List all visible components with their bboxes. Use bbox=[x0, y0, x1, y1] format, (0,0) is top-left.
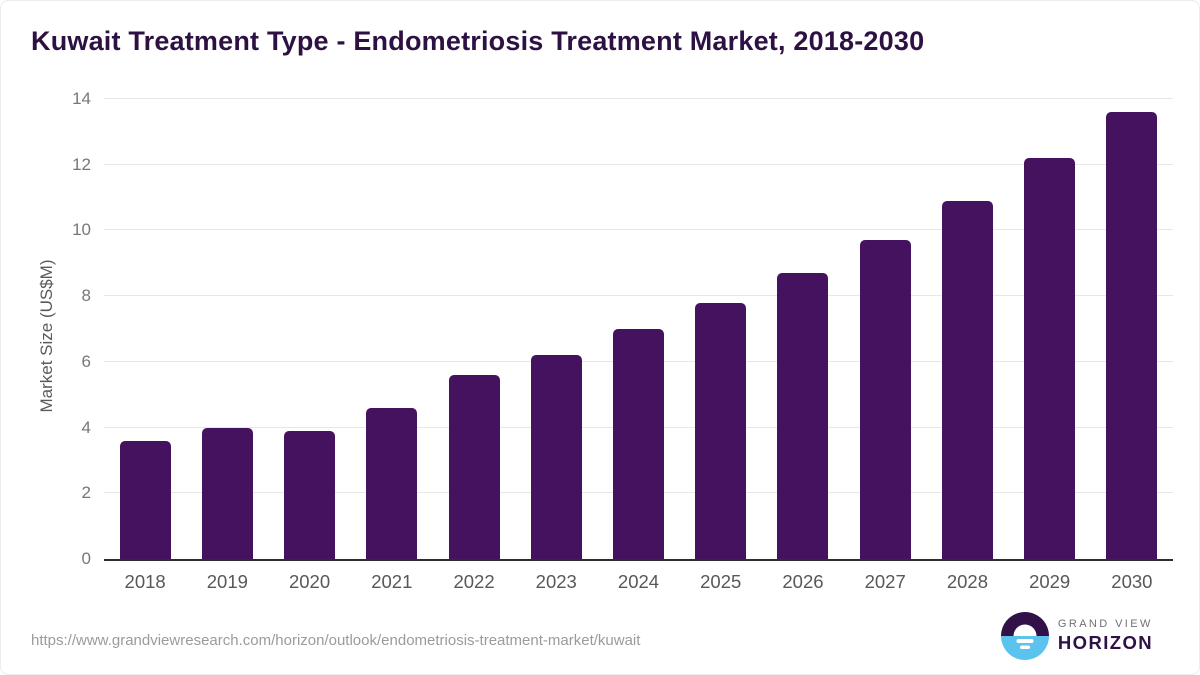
x-tick-label-2028: 2028 bbox=[946, 571, 988, 592]
y-axis-tick-labels: 0 2 4 6 8 10 12 14 bbox=[1, 1, 91, 674]
y-tick-label-10: 10 bbox=[72, 220, 91, 240]
y-tick-label-14: 14 bbox=[72, 89, 91, 108]
y-tick-label-2: 2 bbox=[81, 483, 91, 503]
bar-2027 bbox=[859, 240, 911, 559]
horizon-sunrise-icon bbox=[1000, 612, 1049, 660]
x-tick-label-2026: 2026 bbox=[782, 571, 824, 592]
bar-2024 bbox=[613, 329, 664, 559]
x-tick-label-2025: 2025 bbox=[700, 571, 742, 592]
plot-area: 2018 2019 2020 2021 2022 2023 2024 2025 2026 2027… bbox=[104, 98, 1173, 592]
y-tick-label-4: 4 bbox=[81, 417, 91, 437]
grandview-horizon-logo: GRAND VIEW HORIZON bbox=[1000, 612, 1153, 660]
bar-2029 bbox=[1024, 158, 1076, 559]
bar-2021 bbox=[366, 407, 418, 559]
gridline-10 bbox=[104, 229, 1173, 231]
x-tick-label-2021: 2021 bbox=[371, 571, 413, 592]
x-tick-label-2023: 2023 bbox=[535, 571, 577, 592]
gridline-12 bbox=[104, 163, 1173, 165]
x-tick-label-2027: 2027 bbox=[864, 571, 906, 592]
x-tick-label-2018: 2018 bbox=[124, 571, 166, 592]
bar-2026 bbox=[777, 273, 829, 559]
x-tick-label-2022: 2022 bbox=[453, 571, 495, 592]
bar-2028 bbox=[941, 200, 993, 559]
x-tick-label-2019: 2019 bbox=[206, 571, 248, 592]
x-axis-line bbox=[104, 559, 1173, 561]
y-tick-label-12: 12 bbox=[72, 154, 91, 174]
bar-2020 bbox=[284, 430, 336, 559]
gridline-14 bbox=[104, 98, 1173, 99]
bar-2019 bbox=[201, 427, 253, 559]
x-tick-label-2030: 2030 bbox=[1111, 571, 1153, 592]
logo-text: GRAND VIEW HORIZON bbox=[1058, 618, 1153, 654]
y-tick-label-0: 0 bbox=[81, 549, 91, 568]
source-url: https://www.grandviewresearch.com/horizo… bbox=[31, 632, 641, 649]
bar-2025 bbox=[695, 302, 747, 559]
chart-title: Kuwait Treatment Type - Endometriosis Tr… bbox=[31, 26, 925, 56]
logo-line1: GRAND VIEW bbox=[1057, 618, 1153, 630]
bar-2022 bbox=[448, 375, 500, 559]
bar-2023 bbox=[530, 355, 582, 559]
bar-2030 bbox=[1106, 112, 1158, 559]
y-tick-label-8: 8 bbox=[81, 286, 91, 306]
bar-2018 bbox=[119, 440, 171, 559]
x-tick-label-2020: 2020 bbox=[288, 571, 331, 592]
x-tick-label-2029: 2029 bbox=[1029, 571, 1071, 592]
y-tick-label-6: 6 bbox=[81, 351, 91, 371]
x-tick-label-2024: 2024 bbox=[617, 571, 660, 592]
logo-line2: HORIZON bbox=[1057, 632, 1153, 653]
gridline-8 bbox=[104, 295, 1173, 297]
